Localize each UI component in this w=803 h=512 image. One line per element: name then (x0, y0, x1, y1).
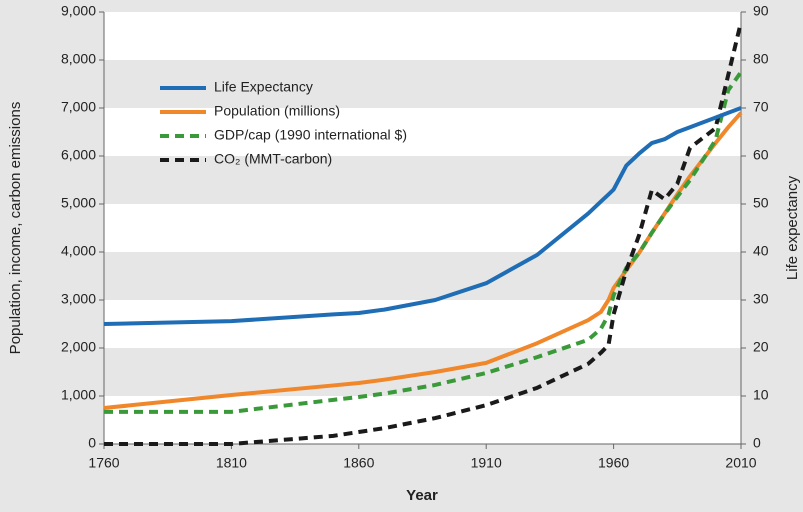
grid-band (104, 252, 741, 300)
x-tick-label: 1960 (598, 455, 629, 471)
y-tick-label: 4,000 (61, 243, 96, 259)
y-tick-label: 2,000 (61, 339, 96, 355)
y2-tick-label: 30 (753, 291, 769, 307)
legend-label: GDP/cap (1990 international $) (214, 127, 407, 143)
y-axis-label: Population, income, carbon emissions (7, 102, 24, 355)
legend-label: Life Expectancy (214, 79, 313, 95)
y2-tick-label: 80 (753, 51, 769, 67)
x-tick-label: 2010 (725, 455, 756, 471)
y2-tick-label: 40 (753, 243, 769, 259)
y2-tick-label: 90 (753, 3, 769, 19)
x-axis-label: Year (406, 487, 438, 504)
y-tick-label: 3,000 (61, 291, 96, 307)
y-tick-label: 1,000 (61, 387, 96, 403)
x-tick-label: 1910 (471, 455, 502, 471)
y2-axis-label: Life expectancy (784, 175, 801, 280)
y-tick-label: 6,000 (61, 147, 96, 163)
y-tick-label: 0 (88, 435, 96, 451)
series-line (103, 106, 742, 326)
series-line (104, 70, 743, 414)
legend-label: CO₂ (MMT-carbon) (214, 151, 332, 167)
plot-area (104, 12, 741, 444)
y-tick-label: 8,000 (61, 51, 96, 67)
y-tick-label: 5,000 (61, 195, 96, 211)
x-tick-label: 1760 (88, 455, 119, 471)
y-tick-label: 9,000 (61, 3, 96, 19)
x-tick-label: 1860 (343, 455, 374, 471)
y2-tick-label: 60 (753, 147, 769, 163)
y2-tick-label: 50 (753, 195, 769, 211)
grid-band (104, 156, 741, 204)
y-tick-label: 7,000 (61, 99, 96, 115)
series-line (103, 111, 743, 410)
y2-tick-label: 0 (753, 435, 761, 451)
y2-tick-label: 10 (753, 387, 769, 403)
x-tick-label: 1810 (216, 455, 247, 471)
y2-tick-label: 70 (753, 99, 769, 115)
grid-band (104, 60, 741, 108)
y2-tick-label: 20 (753, 339, 769, 355)
legend-label: Population (millions) (214, 103, 340, 119)
